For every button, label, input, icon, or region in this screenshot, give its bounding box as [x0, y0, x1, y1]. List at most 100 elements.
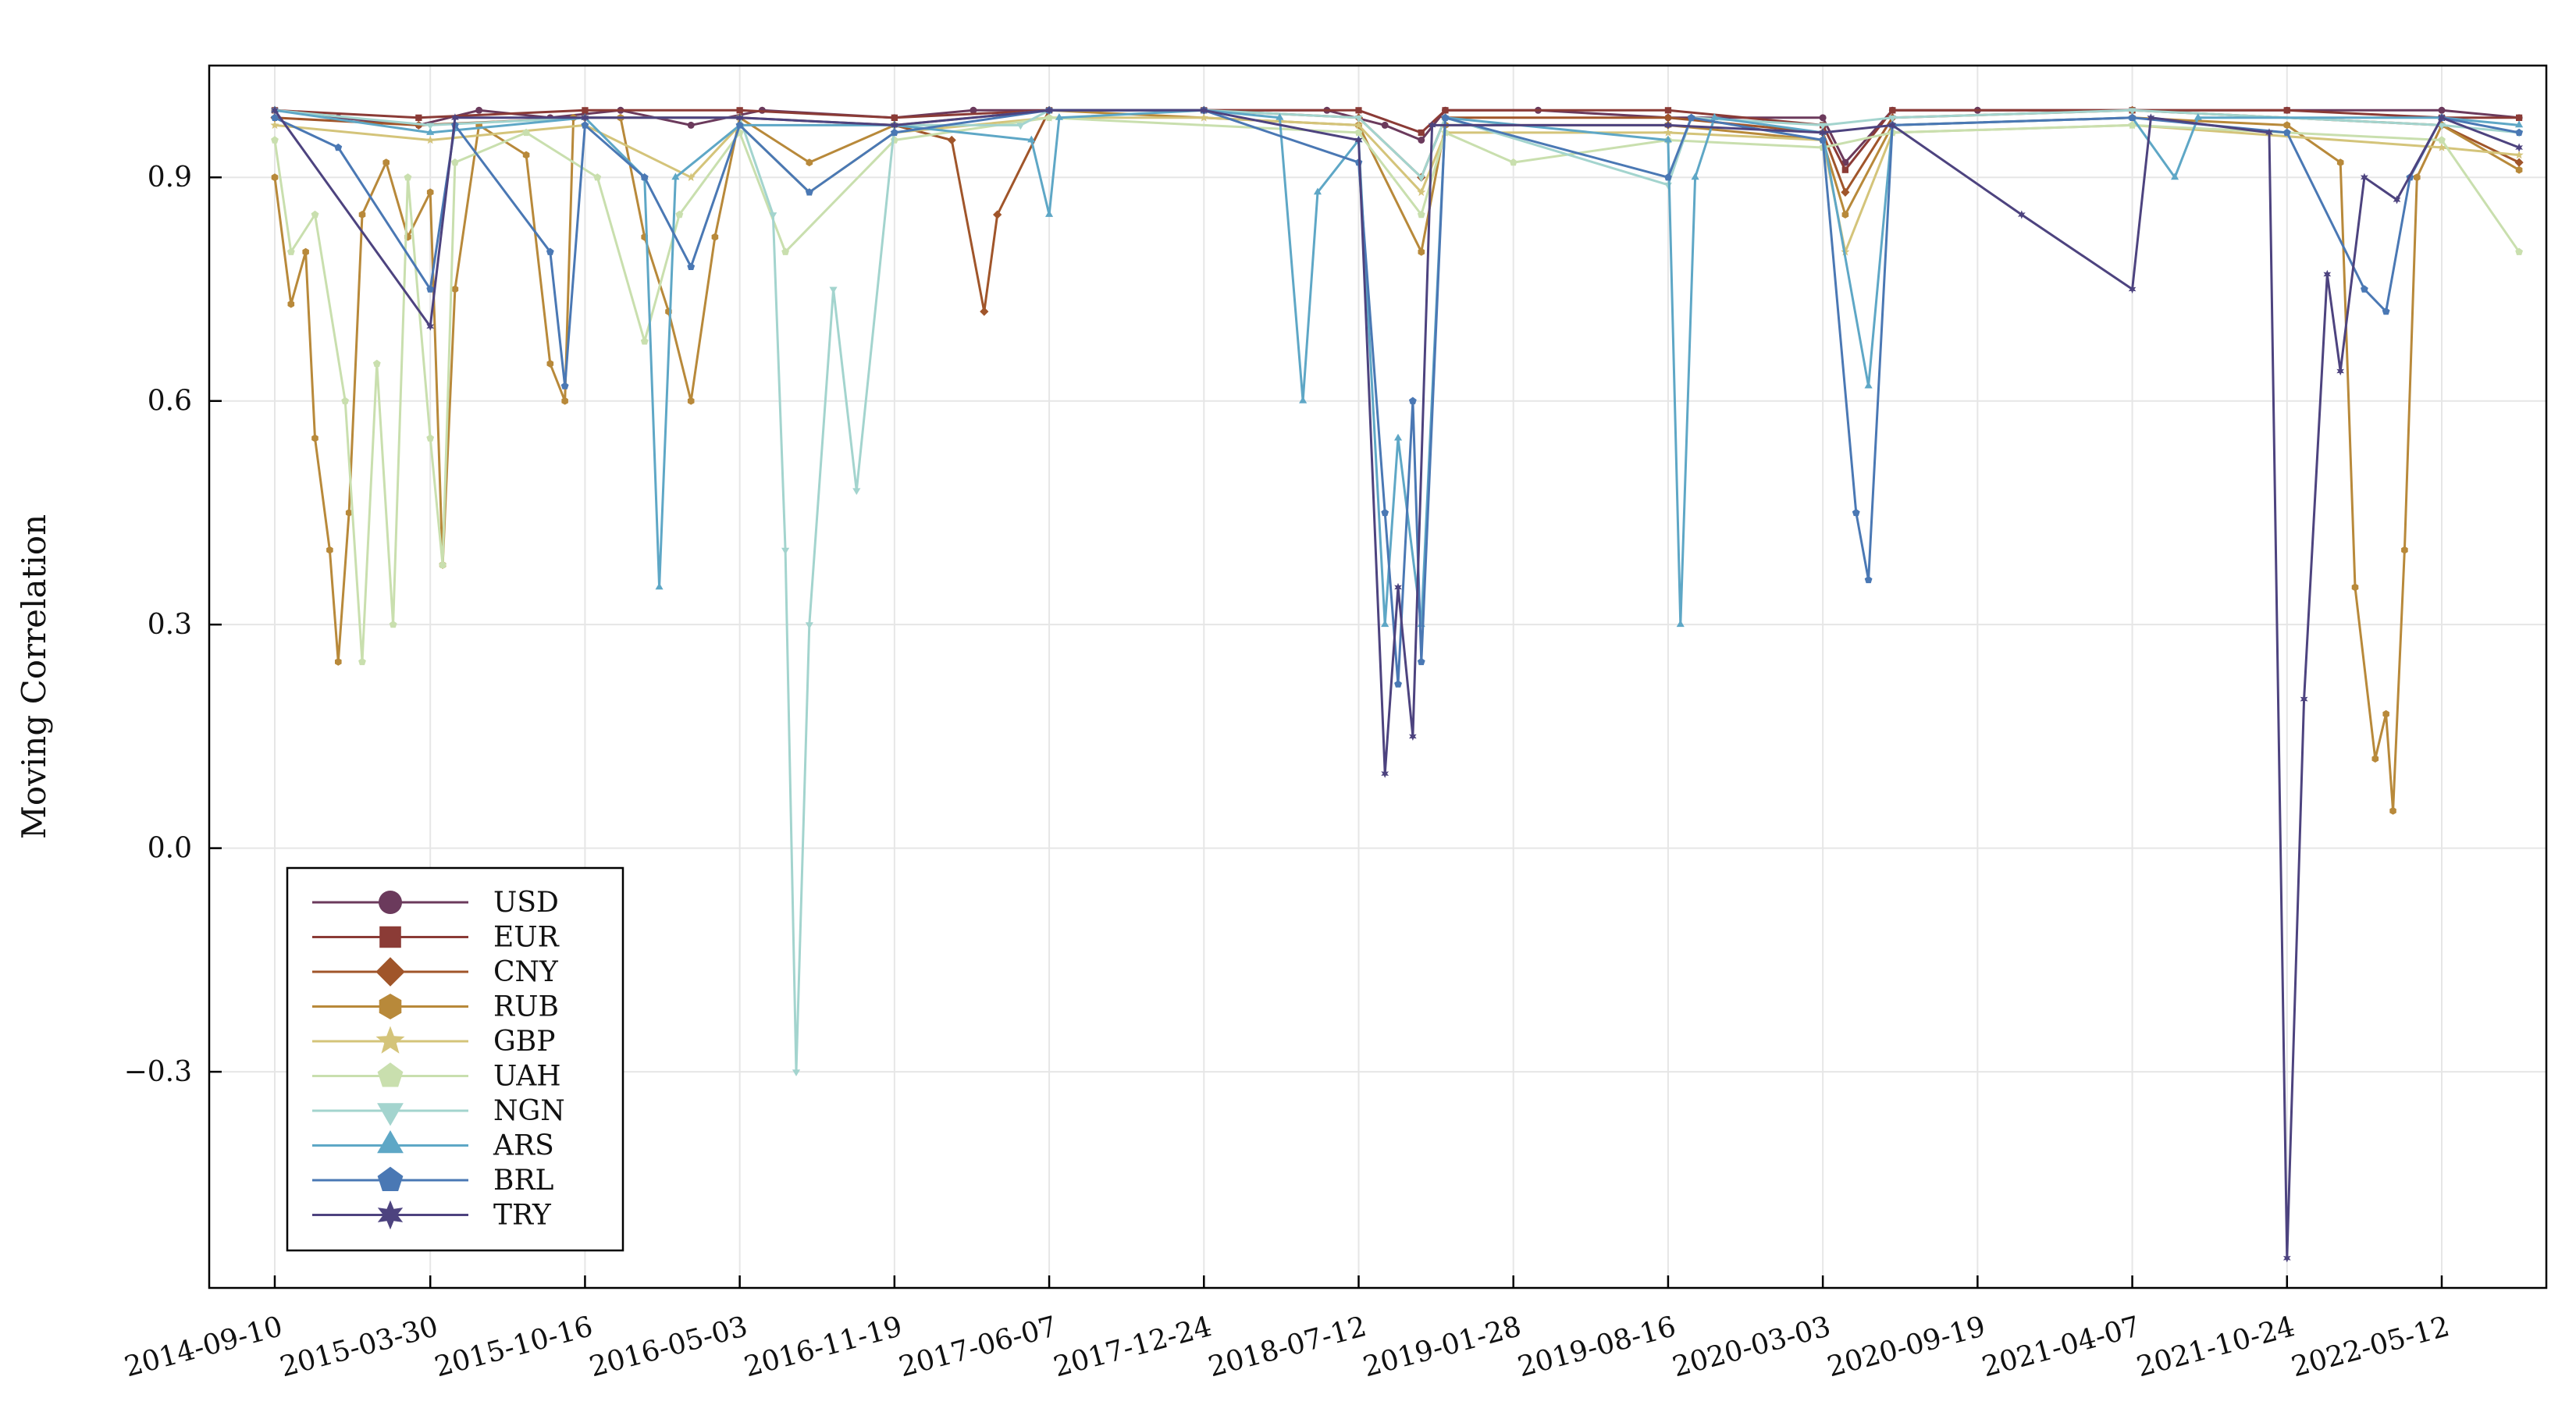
data-point [1663, 128, 1673, 137]
data-point [1409, 731, 1417, 741]
data-point [781, 247, 789, 255]
legend-item-try: TRY [312, 1200, 552, 1232]
data-point [2282, 128, 2291, 137]
data-point [2414, 173, 2421, 182]
data-point [439, 560, 447, 568]
data-point [671, 173, 680, 180]
data-point [2147, 113, 2155, 123]
data-point [1819, 123, 1827, 130]
y-tick-label: 0.3 [148, 609, 192, 641]
data-point [1417, 210, 1425, 219]
data-point [2128, 108, 2137, 116]
data-point [711, 233, 719, 241]
data-point [2515, 247, 2523, 255]
data-point [2351, 583, 2359, 592]
data-point [655, 582, 664, 590]
data-point [640, 173, 649, 181]
data-point [2336, 158, 2344, 167]
data-point [404, 173, 412, 181]
data-point [426, 128, 435, 135]
data-point [1354, 128, 1363, 137]
data-point [271, 136, 279, 144]
data-point [311, 434, 318, 443]
data-point [1045, 113, 1053, 121]
x-tick-label: 2016-11-19 [741, 1311, 906, 1383]
x-tick-label: 2015-03-30 [276, 1311, 441, 1383]
data-point [1417, 175, 1425, 183]
data-point [311, 210, 319, 219]
data-point [1691, 173, 1699, 180]
data-point [2265, 128, 2273, 137]
data-point [546, 247, 554, 255]
data-point [1441, 113, 1450, 121]
data-point [425, 135, 435, 144]
x-tick-label: 2014-09-10 [121, 1311, 286, 1383]
legend-marker [375, 957, 405, 987]
data-point [2389, 806, 2396, 815]
data-point [2361, 173, 2368, 182]
data-point [687, 397, 695, 405]
data-point [1354, 115, 1363, 123]
data-point [1394, 680, 1402, 688]
data-point [2194, 113, 2202, 120]
x-tick-label: 2018-07-12 [1205, 1311, 1370, 1383]
data-point [415, 114, 422, 121]
data-point [286, 247, 295, 255]
legend-item-cny: CNY [312, 956, 559, 988]
data-point [792, 1069, 801, 1076]
data-point [1664, 120, 1672, 130]
legend-label: GBP [493, 1026, 555, 1058]
x-tick-label: 2020-09-19 [1824, 1311, 1989, 1383]
data-point [1408, 397, 1417, 404]
data-point [2171, 173, 2179, 180]
data-point [687, 121, 695, 129]
y-tick-label: 0.0 [148, 833, 192, 865]
data-point [2382, 307, 2390, 315]
data-point [2300, 695, 2308, 704]
data-point [2514, 158, 2524, 167]
data-point [1442, 107, 1449, 114]
x-tick-label: 2020-03-03 [1669, 1311, 1834, 1383]
data-point [426, 285, 435, 293]
data-point [271, 173, 279, 182]
series-line [274, 108, 2520, 172]
data-point [1016, 123, 1025, 130]
data-point [1276, 113, 1284, 120]
data-point [2371, 755, 2379, 763]
data-point [806, 158, 813, 167]
data-point [2515, 165, 2523, 174]
data-point [1663, 113, 1673, 123]
data-point [2515, 120, 2524, 128]
data-point [2018, 210, 2026, 219]
legend-box [286, 866, 624, 1252]
data-point [1819, 136, 1827, 144]
data-point [451, 158, 459, 166]
legend-label: ARS [493, 1130, 554, 1162]
data-point [1663, 135, 1672, 143]
legend-marker [377, 1200, 404, 1230]
data-point [1394, 582, 1402, 592]
data-point [334, 143, 343, 151]
data-point [2438, 136, 2446, 144]
data-point [2283, 107, 2290, 114]
data-point [1394, 433, 1403, 441]
data-point [593, 173, 602, 181]
data-point [1354, 135, 1363, 145]
data-point [1417, 187, 1426, 197]
data-point [522, 128, 530, 137]
data-point [271, 105, 279, 115]
data-point [426, 434, 435, 442]
data-point [686, 173, 696, 181]
legend-label: NGN [493, 1095, 565, 1127]
legend-item-usd: USD [312, 887, 559, 919]
data-point [805, 188, 813, 196]
data-point [2128, 284, 2137, 294]
legend-marker [379, 994, 402, 1019]
data-point [891, 120, 898, 130]
data-point [1381, 508, 1389, 517]
data-point [1027, 135, 1036, 143]
data-point [302, 247, 309, 256]
series-line [273, 108, 2520, 1260]
